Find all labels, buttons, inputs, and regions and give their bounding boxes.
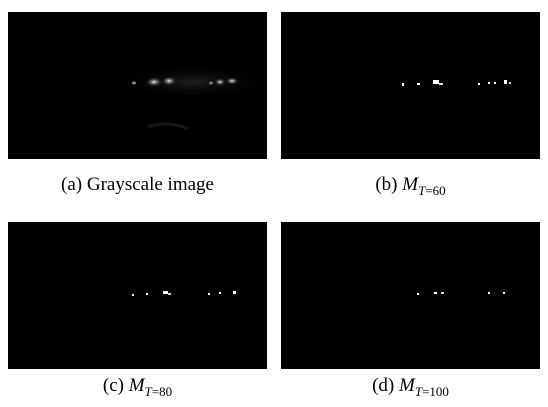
panel-b: (b) MT=60 bbox=[281, 12, 540, 202]
headlight-glow bbox=[161, 76, 177, 86]
bright-blob bbox=[503, 292, 505, 294]
caption-a: (a) Grayscale image bbox=[8, 173, 267, 197]
caption-symbol: M bbox=[399, 375, 415, 396]
caption-subscript-value: =100 bbox=[422, 384, 449, 399]
bright-blob bbox=[478, 83, 480, 85]
bright-blob bbox=[417, 83, 420, 85]
bright-blob bbox=[488, 292, 490, 294]
caption-tag: (b) bbox=[375, 174, 398, 195]
caption-subscript-value: =80 bbox=[151, 384, 173, 399]
grayscale-image bbox=[8, 12, 267, 159]
bright-blob bbox=[504, 80, 507, 84]
bright-blob bbox=[509, 82, 511, 84]
threshold-map-60 bbox=[281, 12, 540, 159]
threshold-map-100 bbox=[281, 222, 540, 369]
bright-blob bbox=[208, 293, 210, 295]
bright-blob bbox=[146, 293, 148, 295]
caption-tag: (c) bbox=[102, 375, 124, 396]
panel-c: (c) MT=80 bbox=[8, 222, 267, 407]
caption-text: Grayscale image bbox=[86, 174, 214, 195]
bright-blob bbox=[417, 293, 419, 295]
threshold-80-svg bbox=[132, 291, 236, 296]
bright-blob bbox=[439, 83, 443, 85]
bright-blob bbox=[434, 292, 437, 294]
bright-blob bbox=[219, 292, 221, 294]
threshold-map-80 bbox=[8, 222, 267, 369]
bright-blob bbox=[168, 293, 171, 295]
bright-blob bbox=[488, 82, 490, 84]
panel-d: (d) MT=100 bbox=[281, 222, 540, 407]
bright-blob bbox=[433, 80, 439, 84]
caption-subscript-var: T bbox=[144, 384, 152, 399]
bright-blob bbox=[441, 292, 444, 294]
threshold-60-svg bbox=[402, 80, 511, 86]
caption-d: (d) MT=100 bbox=[281, 374, 540, 398]
bright-blob bbox=[233, 291, 236, 294]
headlight-glow bbox=[225, 77, 239, 85]
caption-subscript-var: T bbox=[418, 183, 426, 198]
panel-a: (a) Grayscale image bbox=[8, 12, 267, 202]
threshold-100-svg bbox=[417, 292, 505, 295]
caption-c: (c) MT=80 bbox=[8, 374, 267, 398]
caption-subscript-var: T bbox=[414, 384, 423, 399]
bright-blob bbox=[163, 291, 168, 294]
grayscale-scene-svg bbox=[113, 64, 267, 131]
headlight-glow bbox=[145, 77, 163, 87]
caption-subscript-value: =60 bbox=[425, 183, 446, 198]
caption-symbol: M bbox=[402, 174, 419, 195]
caption-tag: (a) bbox=[61, 174, 83, 195]
caption-b: (b) MT=60 bbox=[281, 173, 540, 197]
caption-tag: (d) bbox=[372, 375, 395, 396]
bright-blob bbox=[132, 294, 134, 296]
bright-blob bbox=[494, 82, 496, 84]
headlight-glow bbox=[214, 78, 226, 86]
bright-blob bbox=[402, 83, 404, 86]
caption-symbol: M bbox=[128, 375, 145, 396]
